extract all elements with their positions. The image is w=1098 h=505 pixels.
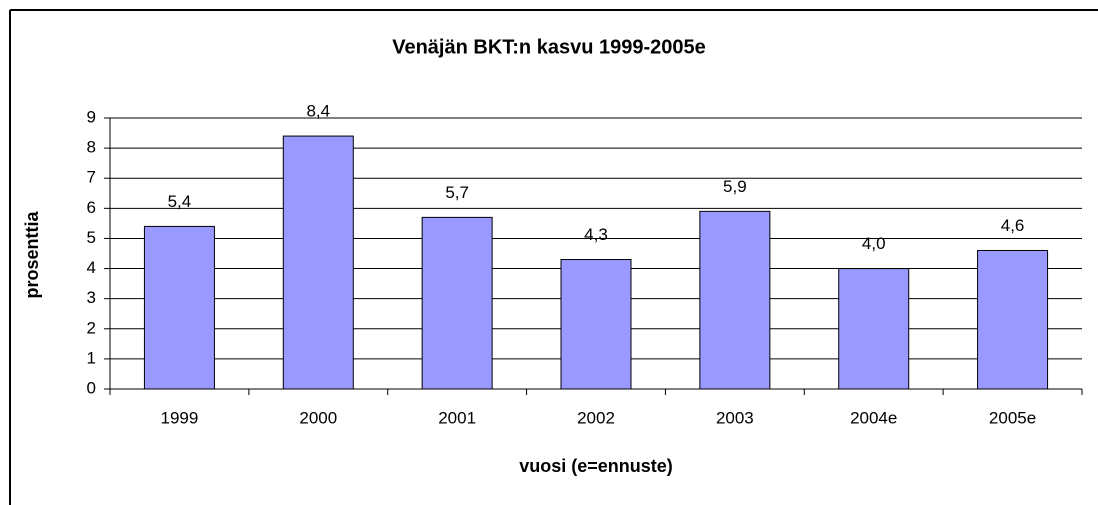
x-tick-label: 2000 [299,408,337,427]
value-label: 5,9 [723,177,747,196]
y-tick-label: 8 [87,138,96,157]
y-axis-label: prosenttia [22,211,42,299]
x-axis-label: vuosi (e=ennuste) [519,456,673,476]
x-tick-label: 2002 [577,408,615,427]
bar [977,249,1049,390]
value-label: 8,4 [306,102,330,121]
chart-title: Venäjän BKT:n kasvu 1999-2005e [392,36,706,58]
x-tick-label: 2003 [716,408,754,427]
value-label: 4,6 [1001,216,1025,235]
y-tick-label: 3 [87,288,96,307]
value-label: 5,7 [445,183,469,202]
y-tick-label: 1 [87,348,96,367]
y-tick-label: 6 [87,198,96,217]
y-tick-label: 2 [87,318,96,337]
bar [143,225,215,390]
y-tick-label: 0 [87,378,96,397]
bar [699,210,771,390]
bar [838,268,910,390]
y-tick-label: 7 [87,168,96,187]
y-tick-label: 4 [87,258,96,277]
bar [282,135,354,390]
x-tick-label: 2004e [850,408,897,427]
bar [421,216,493,390]
y-tick-label: 9 [87,107,96,126]
y-tick-label: 5 [87,228,96,247]
x-tick-label: 2001 [438,408,476,427]
bar [560,259,632,390]
value-label: 4,0 [862,234,886,253]
value-label: 4,3 [584,225,608,244]
x-tick-label: 1999 [161,408,199,427]
x-tick-label: 2005e [989,408,1036,427]
value-label: 5,4 [168,192,192,211]
